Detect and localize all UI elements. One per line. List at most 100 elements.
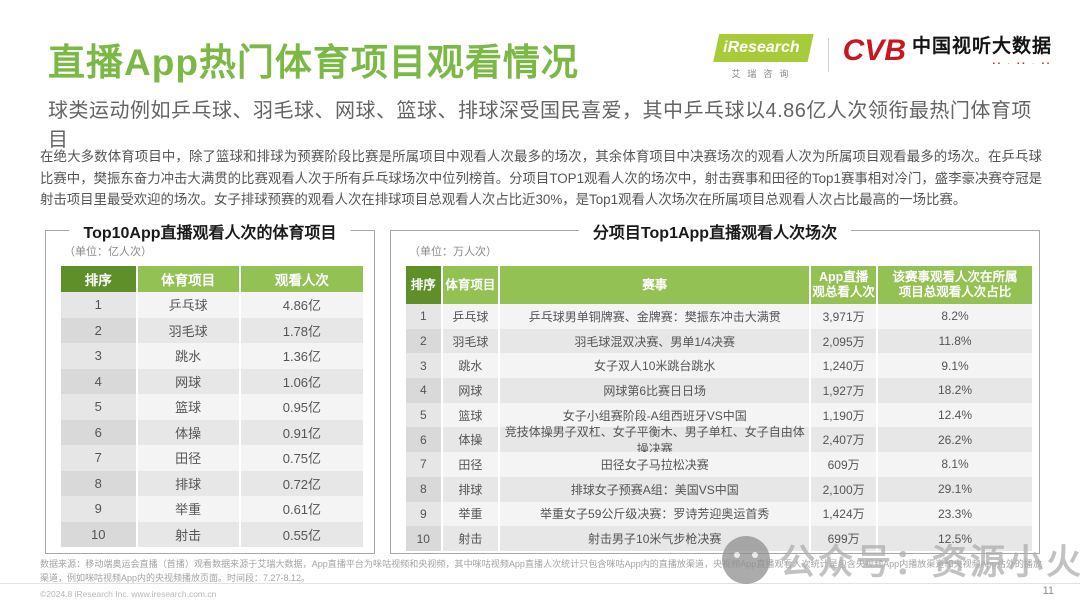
cell-sport: 举重	[137, 496, 239, 522]
cell-sport: 篮球	[442, 402, 499, 428]
logo-group: iResearch 艾瑞咨询 CVB 中国视听大数据 ▪▪ · ▪▪ · ▪▪	[713, 34, 1052, 80]
column-header-rank: 排序	[61, 266, 136, 292]
top10-table-body: 1 乒乓球 4.86亿 2 羽毛球 1.78亿 3 跳水 1.36亿	[61, 292, 363, 547]
cell-rank: 3	[406, 353, 441, 379]
cell-rank: 9	[406, 501, 441, 527]
page-number: 11	[1042, 585, 1054, 597]
cvb-logo-name: 中国视听大数据	[911, 36, 1052, 57]
top1-table: 排序 体育项目 赛事 App直播 观总看人次 该赛事观看人次在所属 项目总观看人…	[406, 266, 1032, 551]
cell-viewers: 1,424万	[811, 501, 877, 527]
cell-share: 12.5%	[878, 526, 1032, 551]
table-row: 7 田径 0.75亿	[61, 445, 363, 471]
cell-rank: 5	[406, 402, 441, 428]
cell-sport: 乒乓球	[442, 304, 499, 329]
table-row: 5 篮球 0.95亿	[61, 394, 363, 420]
column-header-sport: 体育项目	[137, 266, 239, 292]
cell-viewers: 0.75亿	[240, 445, 363, 471]
cell-viewers: 0.91亿	[240, 419, 363, 445]
cell-sport: 乒乓球	[137, 292, 239, 318]
column-header-viewers: 观看人次	[240, 266, 363, 292]
cell-rank: 2	[406, 328, 441, 354]
column-header-share: 该赛事观看人次在所属 项目总观看人次占比	[878, 266, 1032, 304]
top10-table-unit: （单位：亿人次）	[64, 246, 152, 258]
column-header-share-line1: 该赛事观看人次在所属	[892, 270, 1018, 284]
cell-viewers: 0.55亿	[240, 521, 363, 547]
cell-viewers: 1.36亿	[240, 343, 363, 369]
cell-sport: 体操	[442, 427, 499, 453]
cell-rank: 4	[406, 378, 441, 403]
cell-sport: 射击	[442, 526, 499, 551]
cvb-logo: CVB 中国视听大数据 ▪▪ · ▪▪ · ▪▪	[843, 36, 1052, 67]
cell-viewers: 1.78亿	[240, 317, 363, 343]
cell-viewers: 0.72亿	[240, 470, 363, 496]
iresearch-logo-mark: iResearch	[713, 34, 814, 62]
table-row: 2 羽毛球 羽毛球混双决赛、男单1/4决赛 2,095万 11.8%	[406, 328, 1032, 354]
cell-viewers: 2,407万	[811, 427, 877, 453]
copyright-note: ©2024.8 iResearch Inc. www.iresearch.com…	[40, 589, 217, 599]
top1-table-body: 1 乒乓球 乒乓球男单铜牌赛、金牌赛：樊振东冲击大满贯 3,971万 8.2% …	[406, 304, 1032, 551]
cell-rank: 8	[61, 470, 136, 496]
table-row: 8 排球 0.72亿	[61, 470, 363, 496]
cell-rank: 9	[61, 496, 136, 522]
cell-sport: 网球	[137, 368, 239, 394]
footer-divider	[0, 583, 1080, 584]
table-row: 3 跳水 1.36亿	[61, 343, 363, 369]
cell-rank: 2	[61, 317, 136, 343]
table-row: 6 体操 竞技体操男子双杠、女子平衡木、男子单杠、女子自由体操决赛 2,407万…	[406, 425, 1032, 456]
top10-table-title: Top10App直播观看人次的体育项目	[69, 219, 351, 243]
cell-viewers: 1,240万	[811, 353, 877, 379]
cell-sport: 田径	[442, 452, 499, 477]
iresearch-logo-i: i	[723, 39, 728, 56]
iresearch-logo-subtext: 艾瑞咨询	[731, 69, 796, 79]
table-row: 4 网球 1.06亿	[61, 368, 363, 394]
cell-event: 女子双人10米跳台跳水	[500, 353, 810, 379]
cell-share: 9.1%	[878, 353, 1032, 379]
cell-viewers: 1.06亿	[240, 368, 363, 394]
cell-sport: 跳水	[442, 353, 499, 379]
cell-share: 11.8%	[878, 328, 1032, 354]
table-row: 8 排球 排球女子预赛A组：美国VS中国 2,100万 29.1%	[406, 476, 1032, 502]
cell-viewers: 699万	[811, 526, 877, 551]
cell-rank: 10	[406, 526, 441, 551]
cell-share: 8.2%	[878, 304, 1032, 329]
cell-viewers: 609万	[811, 452, 877, 477]
cell-share: 12.4%	[878, 402, 1032, 428]
cell-event: 举重女子59公斤级决赛：罗诗芳迎奥运首秀	[500, 501, 810, 527]
table-row: 5 篮球 女子小组赛阶段-A组西班牙VS中国 1,190万 12.4%	[406, 402, 1032, 428]
cell-rank: 3	[61, 343, 136, 369]
top1-events-table-box: 分项目Top1App直播观看人次场次 （单位：万人次） 排序 体育项目 赛事 A…	[390, 219, 1040, 554]
cell-viewers: 2,095万	[811, 328, 877, 354]
table-row: 9 举重 举重女子59公斤级决赛：罗诗芳迎奥运首秀 1,424万 23.3%	[406, 501, 1032, 527]
cell-event: 竞技体操男子双杠、女子平衡木、男子单杠、女子自由体操决赛	[500, 425, 810, 456]
cell-sport: 网球	[442, 378, 499, 403]
cell-rank: 6	[61, 419, 136, 445]
cell-sport: 羽毛球	[137, 317, 239, 343]
cell-viewers: 1,190万	[811, 402, 877, 428]
cell-sport: 田径	[137, 445, 239, 471]
cell-share: 23.3%	[878, 501, 1032, 527]
cell-rank: 4	[61, 368, 136, 394]
top1-table-header: 排序 体育项目 赛事 App直播 观总看人次 该赛事观看人次在所属 项目总观看人…	[406, 266, 1032, 304]
data-source-note: 数据来源：移动端奥运会直播（首播）观看数据来源于艾瑞大数据，App直播平台为咪咕…	[40, 559, 1042, 583]
column-header-sport: 体育项目	[442, 266, 499, 304]
column-header-viewers-line1: App直播	[818, 270, 869, 284]
top10-table-header: 排序 体育项目 观看人次	[61, 266, 363, 292]
cell-sport: 篮球	[137, 394, 239, 420]
iresearch-logo-text: Research	[727, 39, 800, 56]
top10-sports-table-box: Top10App直播观看人次的体育项目 （单位：亿人次） 排序 体育项目 观看人…	[45, 219, 375, 554]
logo-divider	[827, 38, 829, 72]
column-header-viewers-line2: 观总看人次	[812, 285, 875, 299]
cell-viewers: 3,971万	[811, 304, 877, 329]
table-row: 10 射击 0.55亿	[61, 521, 363, 547]
table-row: 10 射击 射击男子10米气步枪决赛 699万 12.5%	[406, 526, 1032, 551]
cell-share: 29.1%	[878, 476, 1032, 502]
cell-sport: 排球	[442, 476, 499, 502]
top1-table-unit: （单位：万人次）	[409, 246, 497, 258]
table-row: 1 乒乓球 乒乓球男单铜牌赛、金牌赛：樊振东冲击大满贯 3,971万 8.2%	[406, 304, 1032, 329]
cell-event: 女子小组赛阶段-A组西班牙VS中国	[500, 402, 810, 428]
cvb-logo-tagline: ▪▪ · ▪▪ · ▪▪	[992, 60, 1052, 67]
cell-share: 18.2%	[878, 378, 1032, 403]
cell-rank: 7	[61, 445, 136, 471]
column-header-event: 赛事	[500, 266, 810, 304]
